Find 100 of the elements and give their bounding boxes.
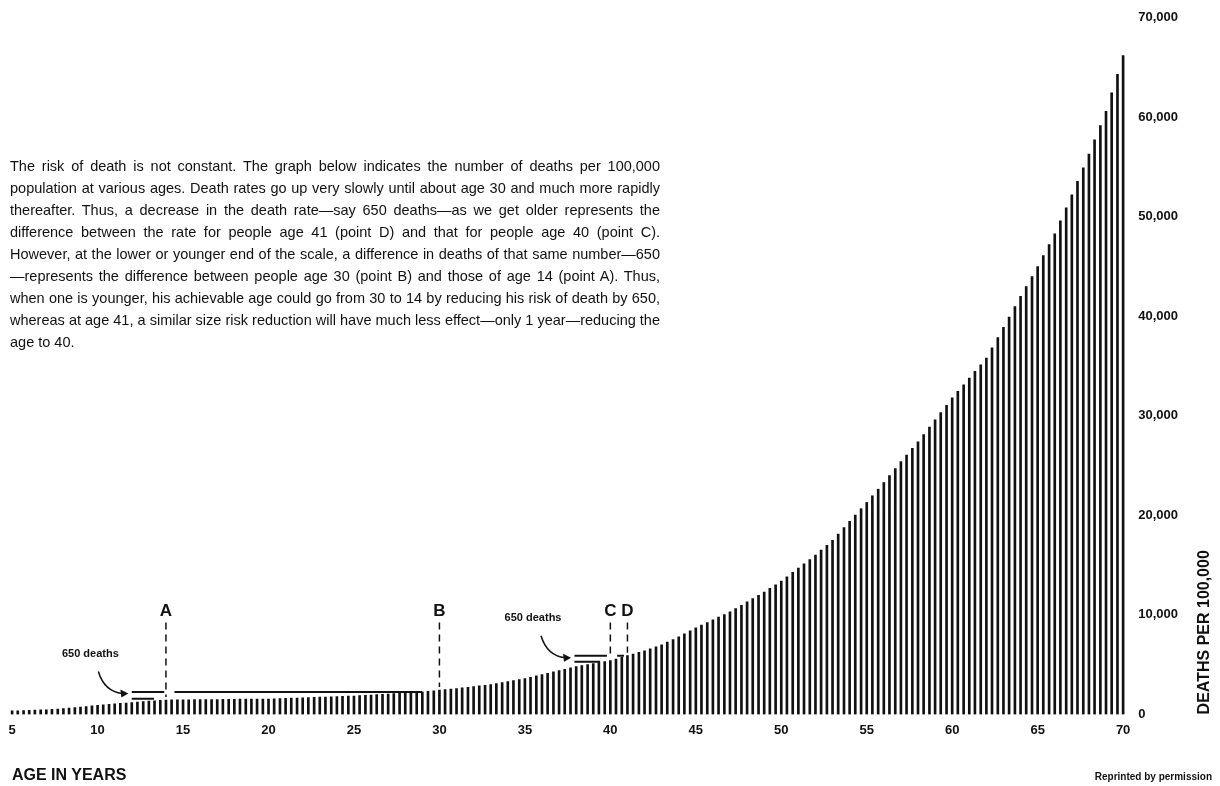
y-tick-label: 70,000	[1138, 9, 1178, 25]
bar	[694, 627, 698, 715]
bar	[284, 698, 287, 715]
bar	[56, 708, 60, 715]
bar	[831, 539, 834, 715]
bar	[876, 488, 880, 715]
bar	[289, 697, 293, 715]
bar	[922, 434, 925, 715]
bar	[1053, 233, 1057, 715]
bar	[1019, 296, 1022, 715]
bar	[27, 709, 31, 715]
y-tick-label: 40,000	[1138, 307, 1178, 323]
bar	[267, 698, 270, 715]
annotation: 650 deaths	[504, 610, 562, 623]
bar	[996, 337, 1000, 715]
bar	[928, 426, 931, 715]
x-tick-label: 30	[432, 721, 447, 737]
bar	[797, 567, 800, 715]
bar	[1059, 220, 1062, 715]
bar	[779, 580, 783, 715]
bar	[700, 624, 703, 715]
x-tick-label: 55	[859, 721, 874, 737]
bar	[734, 608, 737, 715]
bar	[905, 454, 908, 715]
text: The risk of death is not constant. The graph below indicates the number of deaths per 100,000 population at various ages. Death rates go up very slowly until about age 30 and much more rapidly thereafter. Thus, a decrease in the death rate—say 650 deaths—as we get older represents the difference between the rate for people age 41 (point D) and that for people age 40 (point C). However, at the lower or younger end of the scale, a difference in deaths of that same number—650—represents the difference between people age 30 (point B) and those of age 14 (point A). Thus, when one is younger, his achievable age could go from 30 to 14 by reducing his risk of death by 650, whereas at age 41, a similar size risk reduction will have much less effect—only 1 year—reducing the age to 40.	[10, 158, 660, 350]
bar	[962, 384, 965, 715]
bar	[552, 671, 555, 715]
bar	[723, 614, 726, 715]
bar	[232, 698, 236, 715]
bar	[1036, 266, 1039, 715]
bar	[979, 364, 983, 715]
bar	[950, 397, 954, 715]
bar	[301, 697, 305, 715]
bar	[893, 468, 897, 715]
bar	[677, 636, 681, 715]
bar	[210, 699, 213, 715]
bar	[472, 686, 475, 715]
bar	[432, 690, 436, 715]
bar	[438, 689, 441, 715]
bar	[44, 709, 48, 715]
bar	[888, 475, 891, 715]
ref-line-label: B	[433, 600, 446, 620]
bar	[848, 521, 851, 715]
bar	[101, 704, 105, 715]
bar	[118, 703, 122, 715]
x-tick-label: 45	[688, 721, 704, 737]
bar	[757, 594, 760, 715]
bar	[204, 699, 208, 715]
bar	[1041, 255, 1045, 715]
bar	[643, 650, 646, 715]
ref-line-label: C	[604, 600, 617, 620]
bar	[193, 699, 196, 715]
bar	[609, 660, 612, 715]
bar	[1099, 125, 1102, 715]
y-tick-label: 50,000	[1138, 208, 1178, 224]
bar	[358, 695, 361, 715]
bar	[648, 648, 652, 715]
bar	[62, 708, 65, 715]
x-tick-label: 10	[90, 721, 105, 737]
y-axis-title: DEATHS PER 100,000	[1195, 550, 1213, 715]
bar	[506, 681, 510, 715]
bar	[158, 700, 162, 715]
bar	[768, 587, 772, 715]
bar	[22, 710, 25, 715]
bar	[939, 412, 943, 715]
bar	[985, 357, 988, 715]
bar	[318, 696, 322, 715]
bar	[683, 633, 686, 715]
bar	[665, 641, 669, 715]
x-tick-label: 20	[261, 721, 276, 737]
bar	[16, 710, 20, 715]
bar	[364, 694, 367, 715]
bar	[1076, 180, 1079, 715]
x-tick-label: 65	[1030, 721, 1045, 737]
bar	[489, 684, 493, 715]
x-tick-label: 15	[175, 721, 191, 737]
x-tick-label: 60	[944, 721, 960, 737]
x-tick-label: 50	[774, 721, 789, 737]
annotation: 650 deaths	[61, 646, 119, 659]
ref-line-label: D	[621, 600, 634, 620]
bar	[762, 591, 766, 715]
bar	[569, 667, 572, 715]
bar	[512, 680, 515, 715]
x-tick-label: 70	[1115, 721, 1131, 737]
bar	[546, 672, 549, 715]
x-tick-label: 40	[603, 721, 618, 737]
bar	[751, 598, 755, 715]
bar	[477, 685, 481, 715]
bar	[717, 616, 720, 715]
bar	[791, 572, 795, 715]
bar	[1110, 92, 1113, 715]
bar	[79, 706, 82, 715]
bar	[176, 699, 179, 715]
bar	[250, 698, 253, 715]
bar	[341, 696, 344, 715]
bar	[39, 709, 42, 715]
bar	[96, 705, 99, 715]
bar	[529, 676, 532, 715]
bar	[215, 699, 219, 715]
x-tick-label: 25	[346, 721, 362, 737]
